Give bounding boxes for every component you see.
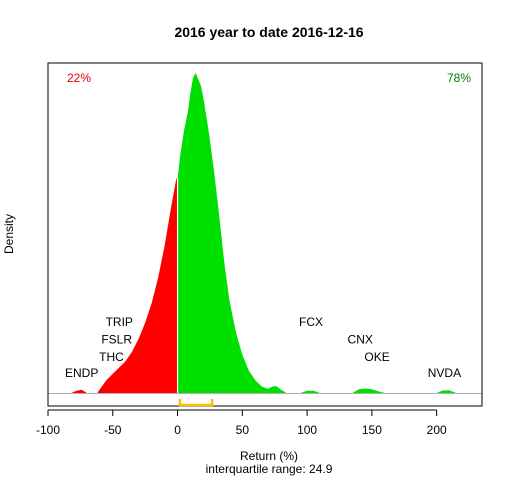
x-tick-label: 0 [174, 423, 181, 437]
x-tick-label: -50 [104, 423, 122, 437]
x-tick-label: 150 [362, 423, 382, 437]
annotation-fcx: FCX [299, 315, 323, 329]
x-axis: -100 -50 0 50 100 150 200 [36, 409, 447, 437]
x-axis-title: Return (%) [240, 449, 298, 463]
negative-share-label: 22% [67, 71, 91, 85]
plot-area [71, 73, 457, 393]
annotation-fslr: FSLR [101, 332, 132, 346]
x-tick-label: 100 [297, 423, 317, 437]
positive-density-area [177, 73, 457, 393]
chart-title: 2016 year to date 2016-12-16 [174, 24, 363, 40]
y-axis-title: Density [2, 214, 16, 254]
iqr-caption: interquartile range: 24.9 [206, 462, 333, 476]
annotation-nvda: NVDA [428, 366, 461, 380]
annotation-thc: THC [99, 350, 124, 364]
annotation-cnx: CNX [348, 332, 373, 346]
x-tick-label: -100 [36, 423, 60, 437]
plot-frame [47, 62, 483, 407]
iqr-bracket [178, 399, 214, 407]
annotation-oke: OKE [364, 350, 389, 364]
annotation-trip: TRIP [106, 315, 133, 329]
iqr-bracket-mark [178, 399, 214, 407]
annotation-endp: ENDP [65, 366, 98, 380]
x-tick-label: 50 [236, 423, 250, 437]
x-tick-label: 200 [427, 423, 447, 437]
positive-share-label: 78% [447, 71, 471, 85]
negative-density-area [71, 178, 178, 393]
